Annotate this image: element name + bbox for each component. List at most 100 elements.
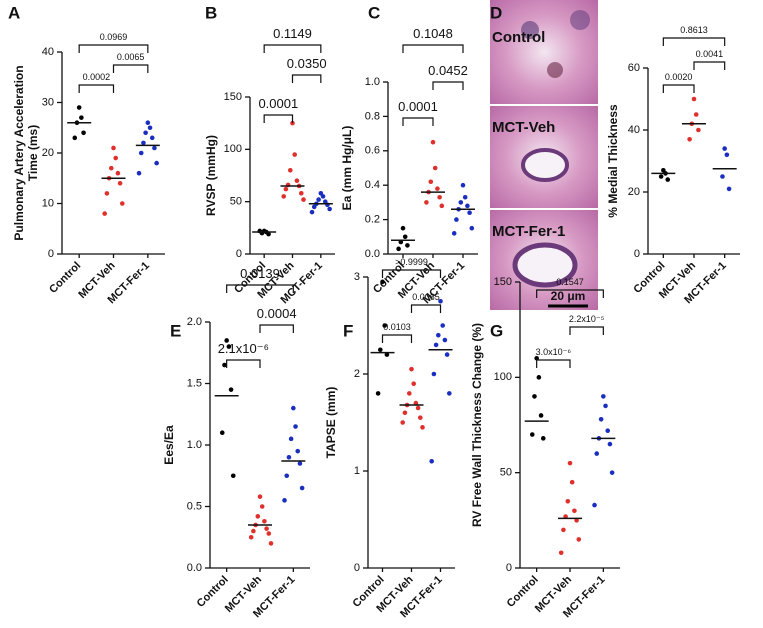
- data-point: [402, 234, 408, 240]
- y-tick-label: 2: [354, 368, 360, 380]
- p-value-label: 0.0452: [428, 63, 468, 78]
- data-point: [222, 362, 227, 368]
- data-point: [400, 420, 406, 425]
- panel-letter: E: [170, 321, 181, 340]
- data-point: [309, 209, 315, 215]
- data-point: [382, 323, 388, 328]
- significance-bracket: [402, 44, 464, 53]
- data-point: [420, 425, 425, 430]
- data-point: [396, 246, 401, 252]
- data-point: [230, 473, 236, 479]
- y-tick-label: 0.8: [365, 110, 380, 122]
- y-tick-label: 0: [354, 562, 360, 574]
- p-value-label: 0.0139: [240, 266, 280, 281]
- data-point: [407, 391, 412, 396]
- p-value-label: 2.1x10⁻⁶: [218, 341, 269, 356]
- data-point: [316, 197, 321, 202]
- data-point: [248, 534, 254, 540]
- data-point: [76, 105, 82, 110]
- data-point: [691, 96, 697, 102]
- data-point: [255, 514, 261, 519]
- significance-bracket: [112, 64, 149, 73]
- data-point: [297, 461, 303, 466]
- data-point: [540, 436, 546, 441]
- data-point: [149, 135, 155, 141]
- data-point: [458, 200, 464, 205]
- data-point: [378, 347, 383, 353]
- data-point: [380, 279, 385, 285]
- data-point: [605, 428, 611, 434]
- panel: G 0 50 100 150 RV Free Wall Thickness Change …: [470, 276, 620, 620]
- data-point: [104, 191, 110, 196]
- data-point: [375, 391, 381, 396]
- data-point: [439, 203, 445, 209]
- p-value-label: 0.1149: [273, 26, 312, 41]
- significance-bracket: [662, 84, 695, 93]
- p-value-label: 0.0350: [287, 56, 327, 71]
- data-point: [574, 518, 579, 523]
- data-point: [136, 170, 142, 176]
- y-axis-label: Time (ms): [26, 125, 40, 181]
- data-point: [563, 514, 568, 519]
- data-point: [81, 130, 86, 136]
- data-point: [432, 165, 438, 171]
- y-axis-label: Pulmonary Artery Acceleration: [12, 65, 26, 240]
- data-point: [268, 541, 274, 546]
- p-value-label: 2.2x10⁻⁵: [569, 314, 605, 324]
- data-point: [437, 194, 442, 200]
- data-point: [293, 424, 298, 429]
- y-axis-label: TAPSE (mm): [324, 387, 338, 459]
- data-point: [454, 217, 459, 222]
- data-point: [601, 394, 606, 399]
- data-point: [264, 526, 269, 531]
- data-point: [295, 448, 301, 454]
- p-value-label: 0.0065: [412, 292, 440, 302]
- p-value-label: 0.0041: [696, 49, 724, 59]
- histology: Control MCT-Veh MCT-Fer-1 20 μm: [490, 0, 598, 310]
- data-point: [109, 165, 114, 171]
- data-point: [536, 375, 542, 380]
- significance-bracket: [693, 61, 726, 70]
- y-tick-label: 2.0: [187, 316, 202, 328]
- y-tick-label: 0.2: [365, 214, 380, 226]
- panel-letter: C: [368, 3, 380, 22]
- data-point: [291, 405, 296, 411]
- data-point: [72, 135, 78, 141]
- y-tick-label: 0: [634, 248, 640, 260]
- data-point: [311, 204, 317, 210]
- data-point: [282, 498, 287, 503]
- data-point: [102, 211, 107, 216]
- data-point: [283, 186, 289, 192]
- significance-bracket: [402, 117, 434, 126]
- data-point: [154, 160, 159, 166]
- data-point: [435, 186, 440, 191]
- data-point: [415, 405, 421, 411]
- data-point: [532, 394, 537, 399]
- p-value-label: 0.0020: [665, 72, 693, 82]
- panel-letter: G: [490, 321, 503, 340]
- y-tick-label: 3: [354, 271, 360, 283]
- data-point: [722, 146, 727, 151]
- y-tick-label: 0.4: [365, 179, 380, 191]
- data-point: [603, 403, 608, 409]
- y-tick-label: 1.0: [365, 76, 380, 88]
- y-tick-label: 40: [42, 46, 54, 58]
- y-axis-label: Ees/Ea: [162, 425, 176, 465]
- y-axis-label: RVSP (mmHg): [204, 135, 218, 216]
- y-tick-label: 100: [494, 371, 512, 383]
- data-point: [696, 127, 701, 133]
- data-point: [147, 125, 153, 131]
- data-point: [529, 432, 535, 437]
- significance-bracket: [662, 37, 726, 46]
- data-point: [409, 366, 414, 372]
- data-point: [405, 243, 410, 248]
- data-point: [561, 527, 566, 533]
- data-point: [228, 387, 234, 392]
- data-point: [424, 200, 429, 205]
- y-tick-label: 50: [230, 196, 242, 208]
- data-point: [444, 352, 450, 357]
- data-point: [462, 194, 468, 200]
- data-point: [428, 179, 434, 185]
- data-point: [284, 473, 290, 479]
